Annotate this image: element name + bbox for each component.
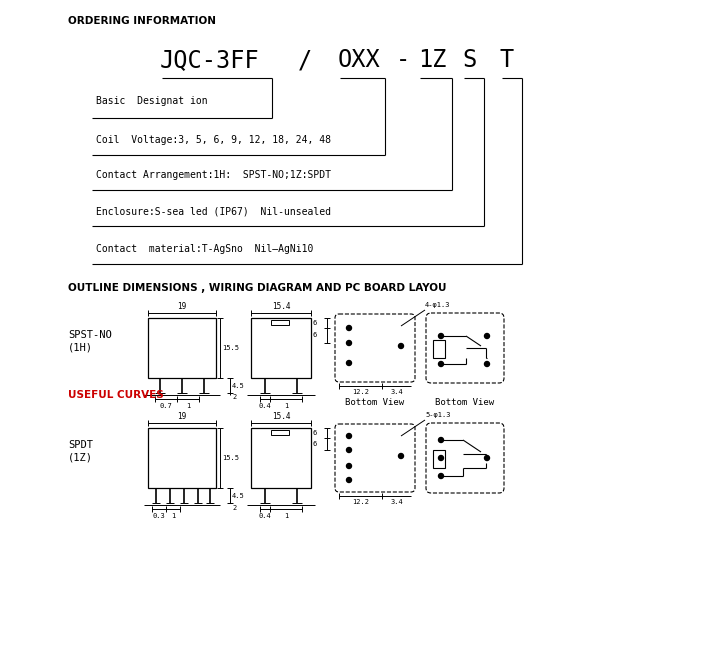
Text: 1: 1 [284,513,288,519]
Bar [251,318,311,378]
Text: 15.4: 15.4 [272,412,290,421]
Text: 1: 1 [284,403,288,409]
Text: (1Z): (1Z) [68,453,93,463]
Text: 12.2: 12.2 [352,389,369,395]
Circle shape [484,333,489,339]
Text: 1: 1 [186,403,190,409]
Text: -: - [396,48,410,72]
Circle shape [347,448,352,453]
Text: 5-φ1.3: 5-φ1.3 [425,412,451,418]
Text: 3.4: 3.4 [390,499,403,505]
Text: 0.7: 0.7 [159,403,173,409]
Text: Bottom View: Bottom View [345,398,404,407]
Text: 3.4: 3.4 [390,389,403,395]
Text: Contact  material:T-AgSno  Nil—AgNi10: Contact material:T-AgSno Nil—AgNi10 [96,244,313,254]
Circle shape [347,477,352,483]
Text: 6: 6 [313,430,317,436]
Circle shape [399,343,404,349]
Text: 0.4: 0.4 [258,403,272,409]
Circle shape [439,333,444,339]
Bar [433,450,445,468]
Text: /: / [298,48,312,72]
Text: 15.5: 15.5 [222,455,239,461]
Text: 15.4: 15.4 [272,302,290,311]
Text: 6: 6 [313,332,317,338]
Circle shape [439,438,444,442]
Text: 4.5: 4.5 [232,383,245,389]
Circle shape [347,434,352,438]
Circle shape [399,453,404,459]
Circle shape [347,361,352,365]
Bar [271,430,289,435]
Text: Basic  Designat ion: Basic Designat ion [96,96,208,106]
Text: USEFUL CURVES: USEFUL CURVES [68,390,164,400]
Text: 4-φ1.3: 4-φ1.3 [425,302,451,308]
Text: 4.5: 4.5 [232,493,245,499]
Text: Enclosure:S-sea led (IP67)  Nil-unsealed: Enclosure:S-sea led (IP67) Nil-unsealed [96,206,331,216]
Text: 12.2: 12.2 [352,499,369,505]
Text: SPDT: SPDT [68,440,93,450]
Text: Contact Arrangement:1H:  SPST-NO;1Z:SPDT: Contact Arrangement:1H: SPST-NO;1Z:SPDT [96,170,331,180]
Circle shape [439,473,444,479]
Bar [148,318,216,378]
Text: 2: 2 [232,505,237,511]
Text: JQC-3FF: JQC-3FF [160,48,260,72]
Bar [251,428,311,488]
Text: OUTLINE DIMENSIONS , WIRING DIAGRAM AND PC BOARD LAYOU: OUTLINE DIMENSIONS , WIRING DIAGRAM AND … [68,283,446,293]
Text: 6: 6 [313,441,317,447]
Text: 19: 19 [178,412,187,421]
Text: 6: 6 [313,320,317,326]
Text: 1Z: 1Z [418,48,446,72]
Text: 19: 19 [178,302,187,311]
Text: (1H): (1H) [68,343,93,353]
Text: 0.4: 0.4 [258,513,272,519]
Circle shape [439,455,444,461]
Circle shape [347,463,352,469]
Circle shape [347,326,352,330]
Circle shape [347,341,352,345]
Text: SPST-NO: SPST-NO [68,330,112,340]
Text: 1: 1 [171,513,175,519]
Circle shape [484,455,489,461]
Text: OXX: OXX [338,48,380,72]
Bar [433,340,445,358]
Text: 0.3: 0.3 [152,513,166,519]
Text: 2: 2 [232,394,237,400]
Text: Coil  Voltage:3, 5, 6, 9, 12, 18, 24, 48: Coil Voltage:3, 5, 6, 9, 12, 18, 24, 48 [96,135,331,145]
Text: Bottom View: Bottom View [435,398,495,407]
Circle shape [439,361,444,367]
Circle shape [484,361,489,367]
Text: ORDERING INFORMATION: ORDERING INFORMATION [68,16,216,26]
Text: S: S [462,48,476,72]
Bar [271,320,289,325]
Text: T: T [500,48,515,72]
Text: 15.5: 15.5 [222,345,239,351]
Bar [148,428,216,488]
